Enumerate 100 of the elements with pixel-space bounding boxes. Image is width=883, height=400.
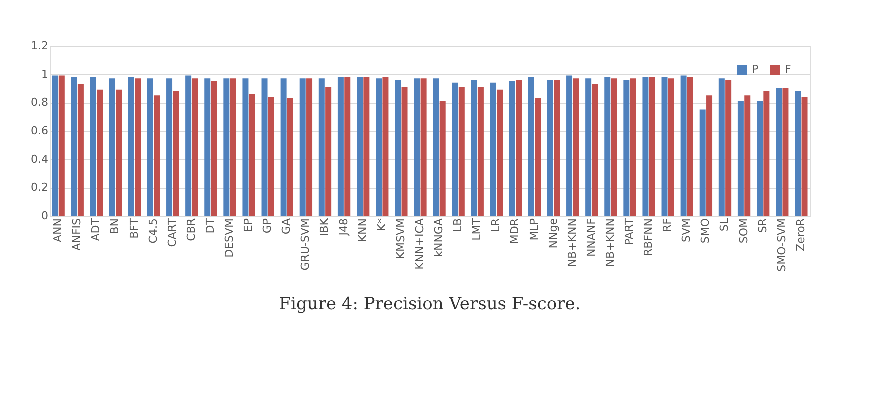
x-tick-label: NNge [546, 218, 560, 249]
x-tick-label: GRU-SVM [299, 218, 312, 271]
bar [211, 81, 218, 216]
bar [528, 77, 534, 216]
bar [433, 78, 440, 216]
x-tick-label: GP [261, 218, 274, 234]
x-tick-label: kNNGA [432, 218, 446, 258]
bar [420, 78, 427, 216]
bar [280, 78, 287, 216]
caption: Figure 4: Precision Versus F-score. [279, 294, 581, 314]
bar [744, 96, 751, 216]
bar [242, 78, 249, 216]
bar [471, 80, 478, 216]
bar [338, 77, 344, 216]
bar [630, 78, 636, 216]
x-tick-label: RBFNN [642, 218, 656, 256]
bar [782, 88, 789, 216]
x-tick-label: LB [452, 218, 465, 232]
bar [249, 94, 256, 216]
bar [116, 90, 122, 216]
x-tick-label: SVM [680, 218, 694, 242]
bar [611, 78, 618, 216]
bar [97, 90, 103, 216]
bar [738, 101, 744, 216]
bar [186, 76, 192, 216]
bar [764, 91, 770, 216]
bar [535, 98, 542, 216]
bar [154, 96, 160, 216]
x-tick-label: SMO [699, 218, 712, 244]
x-tick-label: NB+KNN [604, 218, 617, 268]
bar [700, 110, 706, 216]
bar [604, 77, 611, 216]
bar [364, 77, 370, 216]
bar [147, 78, 154, 216]
bar [268, 97, 274, 216]
bar [262, 78, 268, 216]
x-tick-label: DT [204, 218, 217, 234]
bar [592, 84, 598, 216]
bar [649, 77, 656, 216]
x-tick-label: ADT [90, 218, 103, 242]
y-tick-label: 0.8 [31, 96, 48, 110]
y-tick-label: 0 [42, 210, 48, 222]
bar [516, 80, 522, 216]
x-tick-label: KNN [356, 218, 370, 242]
bar [192, 78, 198, 216]
bar [795, 91, 802, 216]
bar [90, 77, 96, 216]
x-tick-label: KMSVM [394, 218, 408, 260]
x-tick-label: SOM [737, 218, 750, 244]
x-tick-label: MDR [508, 218, 522, 244]
x-tick-label: SMO-SVM [775, 218, 788, 272]
bar [318, 78, 325, 216]
bar [706, 96, 713, 216]
bar [802, 97, 808, 216]
bar [382, 77, 389, 216]
x-tick-label: C4.5 [146, 218, 160, 244]
bar [166, 78, 173, 216]
x-tick-label: IBK [318, 218, 332, 237]
bar [776, 88, 782, 216]
bar [306, 78, 313, 216]
bar [509, 81, 516, 216]
x-tick-label: J48 [337, 218, 350, 237]
bar [287, 98, 294, 216]
bar [173, 91, 180, 216]
x-tick-label: SR [756, 218, 770, 234]
bar [586, 78, 592, 216]
bar [128, 77, 134, 216]
x-tick-label: LMT [470, 218, 484, 241]
legend-label: F [785, 63, 792, 76]
x-tick-label: SL [718, 218, 732, 232]
bar [300, 78, 306, 216]
y-tick-label: 0.6 [31, 124, 48, 138]
bar [547, 80, 554, 216]
x-tick-label: BN [108, 218, 122, 234]
bar [497, 90, 503, 216]
bar [726, 80, 732, 216]
x-tick-label: PART [623, 218, 636, 246]
x-tick-label: MLP [528, 218, 541, 241]
x-tick-label: K* [375, 218, 388, 232]
x-tick-label: CBR [184, 218, 198, 242]
bar [414, 78, 420, 216]
bar [357, 77, 363, 216]
bar [624, 80, 630, 216]
x-tick-label: RF [661, 218, 674, 232]
x-tick-label: EP [242, 218, 256, 232]
bar [224, 78, 230, 216]
bar [718, 78, 725, 216]
x-tick-label: NNANF [584, 218, 598, 258]
bar [566, 76, 573, 216]
bar [458, 87, 465, 216]
bar [376, 78, 382, 216]
bar [642, 77, 649, 216]
bar [668, 78, 674, 216]
bar [135, 78, 142, 216]
x-tick-label: GA [280, 218, 294, 235]
y-tick-label: 0.4 [31, 152, 48, 166]
y-tick-label: 1 [42, 68, 48, 81]
x-tick-label: LR [490, 218, 503, 232]
bar [52, 76, 58, 216]
bar [344, 77, 351, 216]
